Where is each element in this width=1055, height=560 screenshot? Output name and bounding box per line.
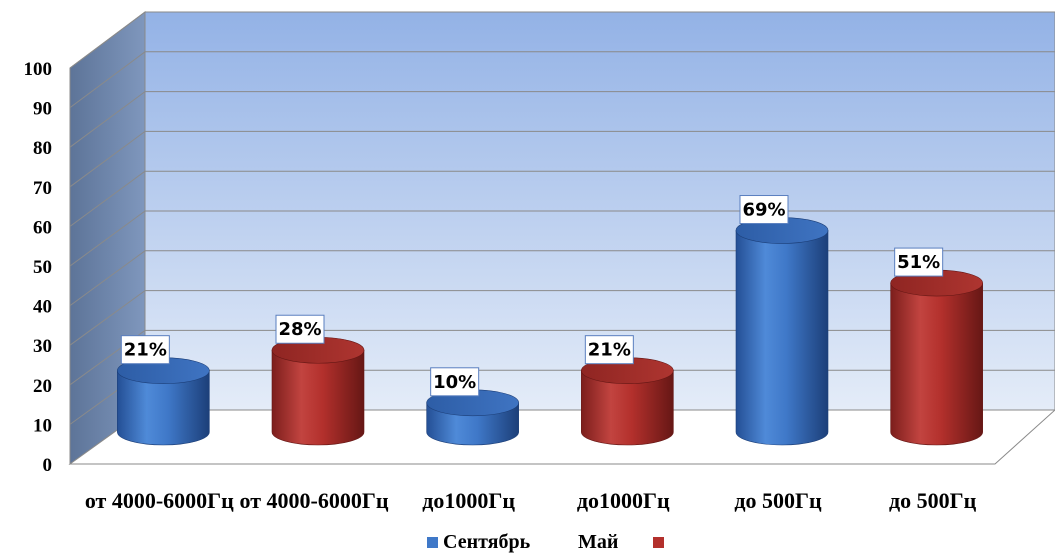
x-axis: от 4000-6000Гц от 4000-6000Гц до1000Гц до10… (85, 488, 977, 513)
data-label: 69% (739, 195, 789, 225)
bar (426, 389, 519, 446)
x-tick-label: до 500Гц (734, 488, 822, 513)
bar-body (117, 370, 210, 446)
legend-label: Сентябрь (443, 531, 531, 553)
data-label: 21% (120, 335, 170, 365)
y-axis: 0 10 20 30 40 50 60 70 80 90 100 (24, 59, 53, 476)
data-label-box (894, 247, 944, 277)
gridline (69, 210, 146, 267)
bar (581, 357, 674, 446)
y-tick-label: 60 (33, 217, 52, 238)
data-label-text: 10% (433, 372, 476, 393)
data-label: 28% (275, 314, 325, 344)
legend-swatch (653, 537, 664, 548)
gridline (69, 170, 146, 227)
data-label-text: 51% (897, 252, 940, 273)
legend-label: Май (578, 531, 618, 553)
x-tick-label: от 4000-6000Гц (239, 488, 388, 513)
gridline (69, 290, 146, 346)
gridline (69, 130, 146, 188)
data-label-box (120, 335, 170, 365)
bar-body (271, 349, 365, 446)
bar (735, 217, 829, 446)
y-tick-label: 100 (24, 59, 53, 80)
data-label: 10% (430, 367, 480, 397)
gridline (69, 11, 146, 69)
x-tick-label: до1000Гц (422, 488, 515, 513)
gridline (69, 250, 146, 307)
legend: Сентябрь Май (427, 531, 664, 553)
gridline (69, 51, 146, 109)
data-label-box (739, 195, 789, 225)
y-tick-label: 10 (33, 415, 52, 436)
y-tick-label: 50 (33, 257, 52, 278)
data-label-text: 69% (742, 200, 785, 221)
x-tick-label: до1000Гц (577, 488, 670, 513)
data-label-text: 28% (278, 319, 321, 340)
bar (117, 357, 210, 446)
bar (890, 269, 983, 446)
x-tick-label: до 500Гц (889, 488, 977, 513)
legend-swatch (427, 537, 438, 548)
bar-body (735, 230, 829, 446)
y-tick-label: 70 (33, 178, 52, 199)
y-tick-label: 90 (33, 99, 52, 120)
data-label-box (275, 314, 325, 344)
data-label: 51% (894, 247, 944, 277)
bar (271, 336, 365, 446)
bar-body (890, 282, 983, 446)
data-labels: 21% 28% 10% 21% 69% 51% (120, 195, 944, 397)
data-label-text: 21% (124, 340, 167, 361)
y-tick-label: 40 (33, 297, 52, 318)
x-tick-label: от 4000-6000Гц (85, 488, 234, 513)
y-tick-label: 0 (43, 455, 53, 476)
data-label-box (430, 367, 480, 397)
y-tick-label: 20 (33, 376, 52, 397)
data-label-text: 21% (588, 340, 631, 361)
gridline (69, 91, 146, 148)
data-label: 21% (584, 335, 634, 365)
y-tick-label: 30 (33, 336, 52, 357)
data-label-box (584, 335, 634, 365)
y-tick-label: 80 (33, 138, 52, 159)
bar-body (581, 370, 674, 446)
